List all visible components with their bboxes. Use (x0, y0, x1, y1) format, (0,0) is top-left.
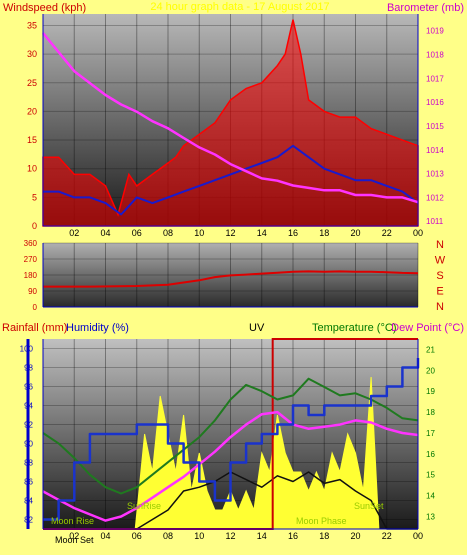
x-tick-label-bottom: 06 (132, 531, 142, 541)
x-tick-label-top: 00 (413, 228, 423, 238)
temperature-tick-label: 17 (426, 429, 435, 438)
humidity-tick-label: 82 (24, 516, 33, 525)
x-tick-label-top: 16 (288, 228, 298, 238)
x-tick-label-top: 20 (350, 228, 360, 238)
temperature-tick-label: 21 (426, 345, 435, 354)
windspeed-axis-label: Windspeed (kph) (3, 2, 86, 14)
x-tick-label-bottom: 22 (382, 531, 392, 541)
temperature-tick-label: 16 (426, 450, 435, 459)
barometer-tick-label: 1019 (426, 27, 444, 36)
compass-label: W (435, 255, 446, 267)
windspeed-tick-label: 10 (27, 164, 37, 174)
direction-tick-label: 270 (24, 255, 38, 264)
windspeed-tick-label: 5 (32, 192, 37, 202)
direction-tick-label: 180 (24, 271, 38, 280)
windspeed-tick-label: 30 (27, 49, 37, 59)
gust-series (42, 19, 419, 227)
x-tick-label-bottom: 20 (350, 531, 360, 541)
humidity-tick-label: 98 (24, 364, 33, 373)
chart-title: 24 hour graph data - 17 August 2017 (150, 1, 329, 13)
compass-label: S (436, 270, 443, 282)
moon-set-annotation: Moon Set (55, 535, 94, 545)
windspeed-tick-label: 35 (27, 20, 37, 30)
temperature-tick-label: 15 (426, 471, 435, 480)
windspeed-series (43, 144, 419, 216)
direction-tick-label: 0 (33, 303, 38, 312)
uv-series (43, 376, 418, 530)
windspeed-tick-label: 15 (27, 135, 37, 145)
compass-label: N (436, 239, 444, 251)
humidity-tick-label: 92 (24, 421, 33, 430)
moon-phase-annotation: Moon Phase (296, 516, 347, 526)
temperature-axis-label: Temperature (°C) (312, 322, 396, 334)
temperature-tick-label: 13 (426, 512, 435, 521)
sunset-annotation: SunSet (354, 501, 384, 511)
x-tick-label-bottom: 02 (69, 531, 79, 541)
x-tick-label-bottom: 00 (413, 531, 423, 541)
x-tick-label-bottom: 10 (194, 531, 204, 541)
x-tick-label-bottom: 12 (225, 531, 235, 541)
barometer-tick-label: 1011 (426, 217, 444, 226)
x-tick-label-top: 14 (257, 228, 267, 238)
humidity-tick-label: 96 (24, 383, 33, 392)
humidity-tick-label: 90 (24, 440, 33, 449)
barometer-tick-label: 1015 (426, 122, 444, 131)
humidity-tick-label: 84 (24, 497, 33, 506)
x-tick-label-top: 08 (163, 228, 173, 238)
solar-series (43, 471, 418, 530)
humidity-tick-label: 100 (20, 345, 34, 354)
x-tick-label-top: 10 (194, 228, 204, 238)
compass-label: E (436, 286, 443, 298)
humidity-series (43, 358, 420, 521)
compass-label: N (436, 301, 444, 313)
x-tick-label-top: 18 (319, 228, 329, 238)
direction-tick-label: 360 (24, 239, 38, 248)
barometer-tick-label: 1016 (426, 98, 444, 107)
barometer-tick-label: 1013 (426, 170, 444, 179)
windspeed-tick-label: 20 (27, 106, 37, 116)
uv-label: UV (249, 322, 265, 334)
barometer-tick-label: 1012 (426, 193, 444, 202)
x-tick-label-top: 02 (69, 228, 79, 238)
temperature-series (42, 377, 419, 495)
humidity-tick-label: 86 (24, 478, 33, 487)
barometer-tick-label: 1018 (426, 50, 444, 59)
x-tick-label-bottom: 08 (163, 531, 173, 541)
rainfall-axis-label: Rainfall (mm) (2, 322, 67, 334)
wind-direction-series (43, 270, 419, 288)
dewpoint-axis-label: Dew Point (°C) (391, 322, 464, 334)
x-tick-label-top: 04 (100, 228, 110, 238)
x-tick-label-bottom: 16 (288, 531, 298, 541)
barometer-series (42, 32, 419, 204)
x-tick-label-bottom: 14 (257, 531, 267, 541)
humidity-tick-label: 94 (24, 402, 33, 411)
humidity-tick-label: 88 (24, 459, 33, 468)
temperature-tick-label: 20 (426, 366, 435, 375)
barometer-tick-label: 1017 (426, 74, 444, 83)
tick-labels: 0202040406060808101012121414161618182020… (20, 20, 446, 541)
sunrise-annotation: SunRise (127, 501, 161, 511)
humidity-axis-label: Humidity (%) (66, 322, 129, 334)
x-tick-label-top: 22 (382, 228, 392, 238)
x-tick-label-top: 12 (225, 228, 235, 238)
dewpoint-series (42, 410, 419, 522)
windspeed-tick-label: 25 (27, 78, 37, 88)
windspeed-tick-label: 0 (32, 221, 37, 231)
axes (42, 14, 419, 530)
temperature-tick-label: 14 (426, 492, 435, 501)
barometer-axis-label: Barometer (mb) (387, 2, 464, 14)
moon-rise-annotation: Moon Rise (51, 516, 94, 526)
direction-tick-label: 90 (28, 287, 37, 296)
x-tick-label-bottom: 18 (319, 531, 329, 541)
barometer-tick-label: 1014 (426, 146, 444, 155)
chart-marks (42, 19, 420, 530)
temperature-tick-label: 18 (426, 408, 435, 417)
x-tick-label-bottom: 04 (100, 531, 110, 541)
temperature-tick-label: 19 (426, 387, 435, 396)
x-tick-label-top: 06 (132, 228, 142, 238)
